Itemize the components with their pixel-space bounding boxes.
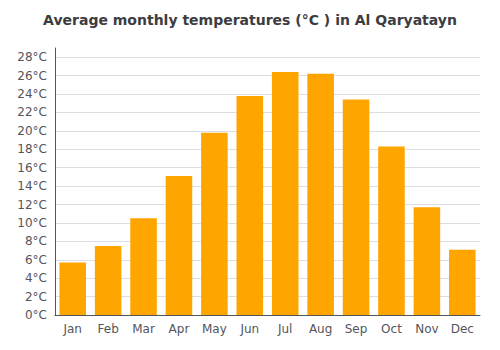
svg-text:2°C: 2°C	[25, 290, 47, 304]
svg-text:18°C: 18°C	[17, 142, 47, 156]
svg-text:Aug: Aug	[309, 322, 332, 336]
svg-text:Jan: Jan	[62, 322, 82, 336]
svg-text:Sep: Sep	[345, 322, 368, 336]
svg-text:0°C: 0°C	[25, 308, 47, 322]
svg-text:14°C: 14°C	[17, 179, 47, 193]
svg-text:Nov: Nov	[415, 322, 438, 336]
svg-text:Jun: Jun	[239, 322, 259, 336]
svg-text:28°C: 28°C	[17, 50, 47, 64]
svg-text:16°C: 16°C	[17, 161, 47, 175]
svg-text:22°C: 22°C	[17, 105, 47, 119]
svg-text:Jul: Jul	[277, 322, 292, 336]
svg-text:Dec: Dec	[451, 322, 474, 336]
svg-text:20°C: 20°C	[17, 124, 47, 138]
svg-text:Apr: Apr	[169, 322, 190, 336]
svg-text:Mar: Mar	[132, 322, 155, 336]
svg-text:6°C: 6°C	[25, 253, 47, 267]
svg-text:24°C: 24°C	[17, 87, 47, 101]
svg-text:4°C: 4°C	[25, 271, 47, 285]
svg-text:Average monthly temperatures (: Average monthly temperatures (°C ) in Al…	[43, 12, 457, 28]
svg-text:Feb: Feb	[98, 322, 119, 336]
svg-text:May: May	[202, 322, 227, 336]
svg-text:10°C: 10°C	[17, 216, 47, 230]
svg-text:8°C: 8°C	[25, 234, 47, 248]
svg-text:Oct: Oct	[381, 322, 402, 336]
svg-text:12°C: 12°C	[17, 198, 47, 212]
svg-text:26°C: 26°C	[17, 69, 47, 83]
